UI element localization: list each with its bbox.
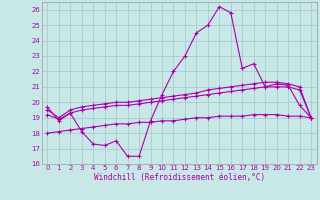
X-axis label: Windchill (Refroidissement éolien,°C): Windchill (Refroidissement éolien,°C) (94, 173, 265, 182)
